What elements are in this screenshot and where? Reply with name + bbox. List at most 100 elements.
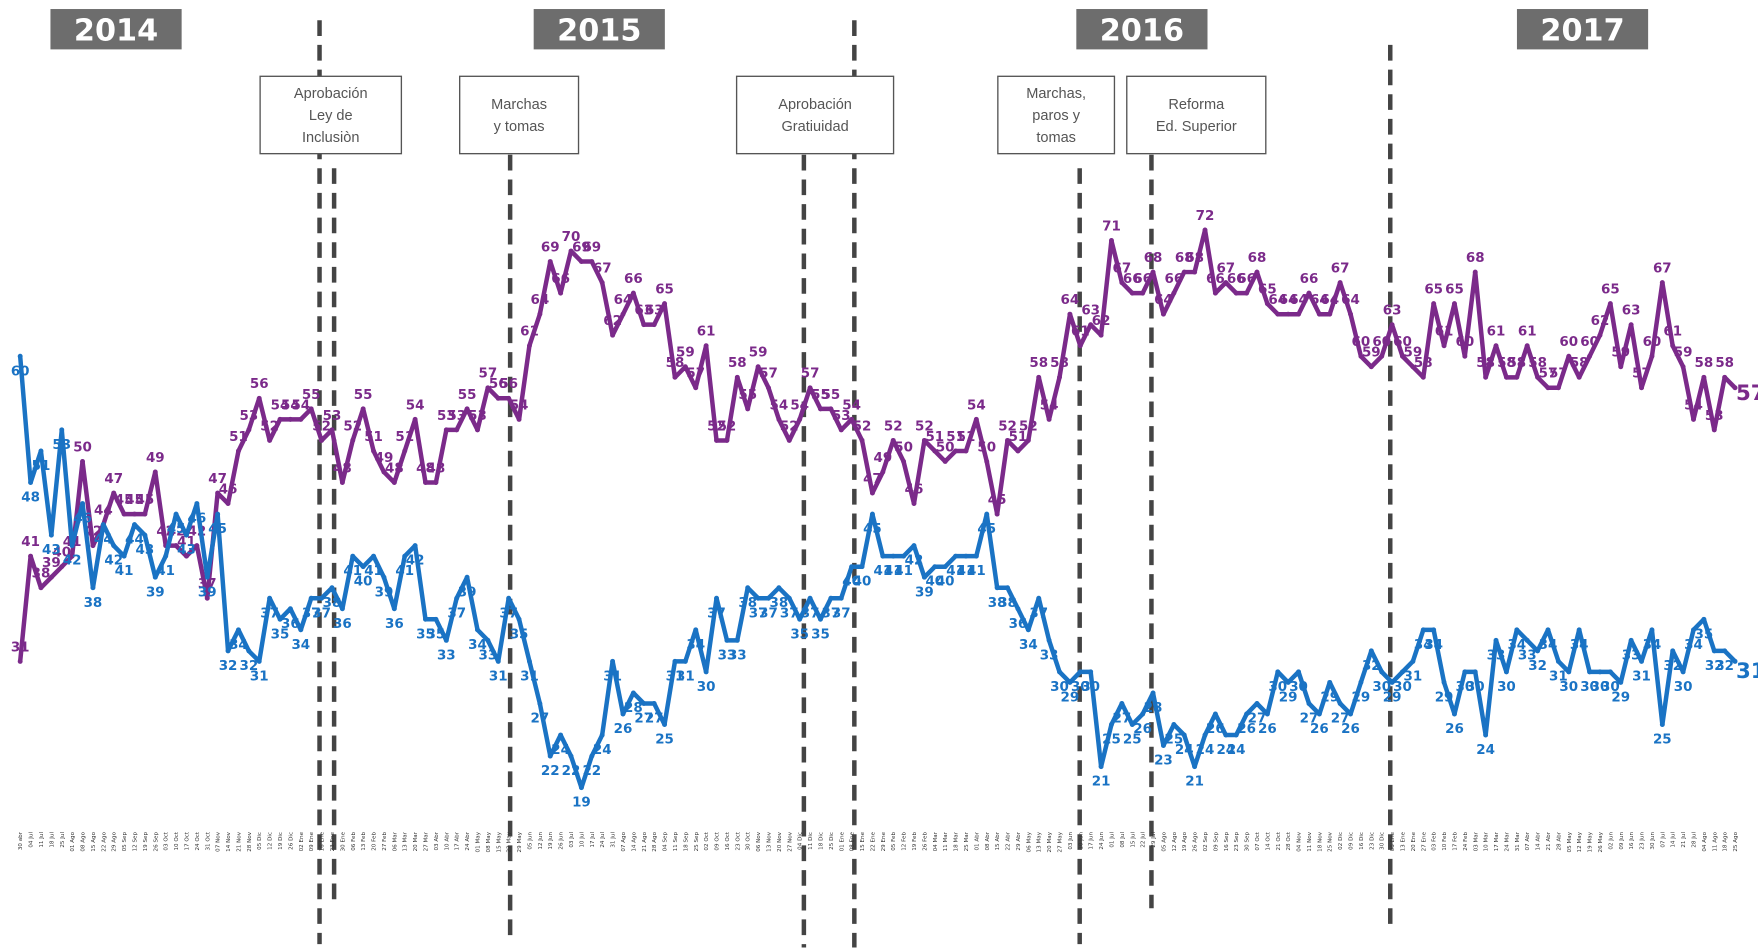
x-tick-label: 14 Nov: [226, 831, 232, 852]
data-label: 26: [1206, 722, 1225, 737]
point: [1046, 637, 1052, 643]
data-label: 67: [1331, 262, 1350, 277]
x-tick-label: 28 Jul: [1692, 832, 1698, 848]
point: [786, 437, 792, 443]
point: [682, 658, 688, 664]
point: [1680, 364, 1686, 370]
x-tick-label: 17 Jun: [1089, 832, 1095, 850]
point: [1327, 311, 1333, 317]
point: [620, 711, 626, 717]
data-label: 58: [1414, 356, 1433, 371]
data-label: 47: [104, 472, 123, 487]
point: [256, 658, 262, 664]
data-label: 34: [1684, 638, 1703, 653]
point: [1379, 353, 1385, 359]
x-tick-label: 11 Sep: [673, 832, 679, 852]
point: [526, 343, 532, 349]
x-tick-label: 23 Oct: [735, 831, 741, 850]
point: [703, 669, 709, 675]
x-tick-label: 23 Dic: [1369, 832, 1375, 850]
x-tick-label: 21 Ago: [642, 831, 648, 851]
point: [1524, 637, 1530, 643]
point: [662, 301, 668, 307]
point: [225, 501, 231, 507]
point: [817, 406, 823, 412]
data-label: 32: [239, 659, 258, 674]
data-label: 30: [1268, 680, 1287, 695]
x-tick-label: 04 Mar: [933, 831, 939, 851]
data-label: 34: [1424, 638, 1443, 653]
annotation-box: [459, 75, 580, 155]
data-label: 27: [1248, 712, 1267, 727]
x-tick-label: 01 Ago: [70, 831, 76, 851]
point: [651, 322, 657, 328]
data-label: 37: [1029, 606, 1048, 621]
data-label: 69: [582, 240, 601, 255]
x-tick-label: 05 Jun: [527, 832, 533, 850]
x-tick-label: 10 Jun: [1078, 832, 1084, 850]
x-tick-label: 29 Abr: [1016, 831, 1022, 850]
point: [100, 522, 106, 528]
x-tick-label: 14 Jul: [1671, 832, 1677, 848]
point: [859, 564, 865, 570]
point: [1639, 658, 1644, 664]
x-tick-label: 30 Ene: [340, 831, 346, 851]
point: [1711, 427, 1717, 433]
x-tick-label: 16 Oct: [725, 831, 731, 850]
point: [1670, 343, 1676, 349]
data-label: 37: [749, 606, 768, 621]
data-label: 41: [967, 564, 986, 579]
point: [371, 553, 377, 559]
x-tick-label: 06 May: [1026, 831, 1032, 852]
point: [1077, 669, 1083, 675]
x-tick-label: 20 Nov: [777, 831, 783, 852]
data-label: 60: [1352, 335, 1371, 350]
data-label: 34: [1507, 638, 1526, 653]
data-label: 41: [343, 564, 362, 579]
data-label: 25: [1164, 733, 1183, 748]
point: [724, 437, 730, 443]
point: [506, 395, 512, 401]
data-label: 64: [1289, 293, 1308, 308]
point: [1493, 343, 1499, 349]
x-tick-label: 16 Ene: [320, 831, 326, 851]
data-label: 22: [541, 764, 560, 779]
x-tick-label: 03 Mar: [1473, 831, 1479, 851]
point: [1535, 374, 1541, 380]
data-label: 45: [115, 493, 134, 508]
x-tick-label: 21 Abr: [1546, 831, 1552, 850]
data-label: 24: [551, 743, 570, 758]
data-label: 55: [302, 388, 321, 403]
point: [319, 595, 325, 601]
x-tick-label: 05 Ago: [1161, 831, 1167, 851]
data-label: 45: [125, 493, 144, 508]
x-tick-label: 23 Ene: [330, 831, 336, 851]
point: [1701, 616, 1707, 622]
point: [1680, 669, 1686, 675]
annotation-text: Gratiuidad: [781, 119, 848, 135]
data-label: 49: [873, 451, 892, 466]
point: [246, 427, 252, 433]
x-tick-label: 30 Oct: [746, 831, 752, 850]
point: [786, 595, 792, 601]
point: [1233, 290, 1239, 296]
point: [911, 501, 917, 507]
data-label: 60: [1643, 335, 1662, 350]
data-label: 57: [1736, 381, 1758, 406]
x-tick-label: 03 Abr: [434, 831, 440, 850]
point: [28, 480, 34, 485]
data-label: 37: [759, 606, 778, 621]
data-label: 65: [1424, 283, 1443, 298]
x-tick-label: 19 May: [1588, 831, 1594, 852]
data-label: 65: [655, 283, 674, 298]
data-label: 58: [666, 356, 685, 371]
point: [1285, 679, 1291, 685]
point: [1171, 290, 1177, 296]
point: [537, 311, 543, 317]
data-label: 34: [291, 638, 310, 653]
data-label: 30: [1372, 680, 1391, 695]
point: [1701, 374, 1707, 380]
data-label: 52: [312, 419, 331, 434]
data-label: 51: [32, 459, 51, 474]
x-tick-label: 19 Jun: [548, 832, 554, 850]
